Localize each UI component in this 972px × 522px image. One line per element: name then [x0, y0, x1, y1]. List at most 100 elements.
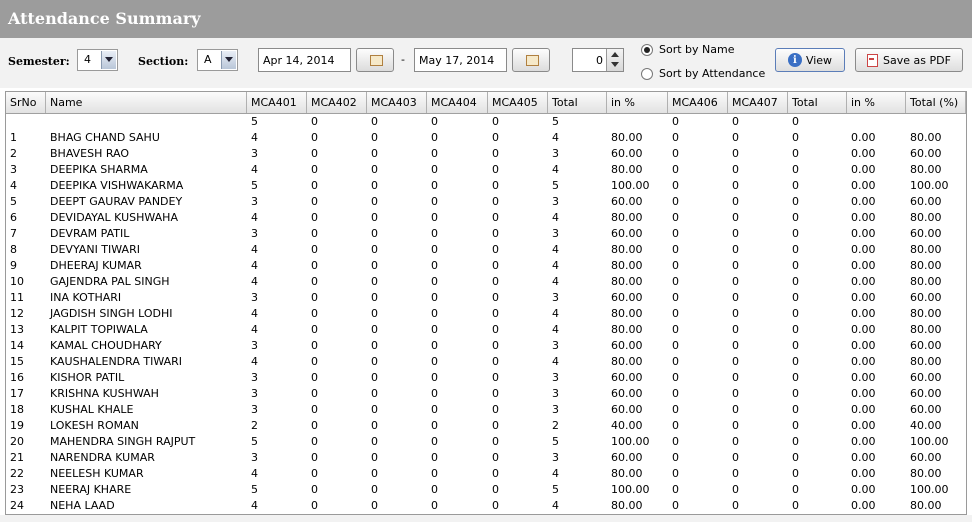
- table-row[interactable]: 22 NEELESH KUMAR 4 0 0 0 0 4 80.00 0 0 0 0.00 80.00: [6, 466, 966, 482]
- table-row[interactable]: 13 KALPIT TOPIWALA 4 0 0 0 0 4 80.00 0 0 0 0.00 80.00: [6, 322, 966, 338]
- table-cell: 0: [492, 147, 499, 160]
- table-row[interactable]: 20 MAHENDRA SINGH RAJPUT 5 0 0 0 0 5 100.00 0 0 0 0.…: [6, 434, 966, 450]
- table-cell: 0: [792, 403, 799, 416]
- table-row[interactable]: 6 DEVIDAYAL KUSHWAHA 4 0 0 0 0 4 80.00 0 0 0 0.00 80.…: [6, 210, 966, 226]
- table-cell: 0: [732, 435, 739, 448]
- table-row[interactable]: 10 GAJENDRA PAL SINGH 4 0 0 0 0 4 80.00 0 0 0 0.00 80…: [6, 274, 966, 290]
- column-header[interactable]: Name: [46, 92, 247, 113]
- table-cell: 0: [431, 403, 438, 416]
- table-cell: 24: [10, 499, 24, 512]
- spinner-buttons[interactable]: [606, 49, 623, 71]
- table-cell: 0: [492, 435, 499, 448]
- column-header[interactable]: MCA401: [247, 92, 307, 113]
- column-header[interactable]: MCA407: [728, 92, 788, 113]
- table-cell: 0: [672, 179, 679, 192]
- table-cell: 3: [251, 195, 258, 208]
- table-cell: 0: [311, 131, 318, 144]
- spinner-down-icon[interactable]: [611, 62, 619, 67]
- table-cell: 4: [552, 499, 559, 512]
- table-row[interactable]: 12 JAGDISH SINGH LODHI 4 0 0 0 0 4 80.00 0 0 0 0.00 8…: [6, 306, 966, 322]
- table-cell: 0: [792, 291, 799, 304]
- table-cell: 3: [552, 227, 559, 240]
- table-row[interactable]: 8 DEVYANI TIWARI 4 0 0 0 0 4 80.00 0 0 0 0.00 80.00: [6, 242, 966, 258]
- column-header[interactable]: SrNo: [6, 92, 46, 113]
- table-cell: 4: [552, 467, 559, 480]
- table-cell: 4: [552, 307, 559, 320]
- table-cell: 0.00: [851, 419, 876, 432]
- table-row[interactable]: 16 KISHOR PATIL 3 0 0 0 0 3 60.00 0 0 0 0.00 60.00: [6, 370, 966, 386]
- table-cell: 4: [552, 323, 559, 336]
- from-date-value: Apr 14, 2014: [263, 54, 335, 67]
- table-cell: 0: [732, 275, 739, 288]
- table-cell: 0: [792, 355, 799, 368]
- column-header[interactable]: MCA405: [488, 92, 548, 113]
- to-date-picker-button[interactable]: [512, 48, 550, 72]
- table-cell: 0: [431, 243, 438, 256]
- table-cell: 0: [792, 499, 799, 512]
- table-cell: INA KOTHARI: [50, 291, 122, 304]
- table-cell: 0: [792, 195, 799, 208]
- column-header[interactable]: MCA406: [668, 92, 728, 113]
- table-row[interactable]: 24 NEHA LAAD 4 0 0 0 0 4 80.00 0 0 0 0.00 80.00: [6, 498, 966, 514]
- view-button[interactable]: i View: [775, 48, 845, 72]
- column-header[interactable]: Total (%): [906, 92, 966, 113]
- threshold-spinner[interactable]: 0: [572, 48, 624, 72]
- sort-by-name-radio[interactable]: Sort by Name: [641, 43, 735, 56]
- section-select[interactable]: A: [197, 49, 238, 71]
- table-row[interactable]: 9 DHEERAJ KUMAR 4 0 0 0 0 4 80.00 0 0 0 0.00 80.00: [6, 258, 966, 274]
- title-bar: Attendance Summary: [0, 0, 972, 38]
- table-row[interactable]: 5 DEEPT GAURAV PANDEY 3 0 0 0 0 3 60.00 0 0 0 0.00 60…: [6, 194, 966, 210]
- table-cell: 60.00: [910, 195, 942, 208]
- table-row[interactable]: 7 DEVRAM PATIL 3 0 0 0 0 3 60.00 0 0 0 0.00 60.00: [6, 226, 966, 242]
- table-cell: 0: [311, 403, 318, 416]
- table-row[interactable]: 11 INA KOTHARI 3 0 0 0 0 3 60.00 0 0 0 0.00 60.00: [6, 290, 966, 306]
- table-row[interactable]: 14 KAMAL CHOUDHARY 3 0 0 0 0 3 60.00 0 0 0 0.00 60.00: [6, 338, 966, 354]
- table-cell: 0: [311, 163, 318, 176]
- table-cell: 80.00: [910, 131, 942, 144]
- column-header[interactable]: MCA403: [367, 92, 427, 113]
- table-row[interactable]: 18 KUSHAL KHALE 3 0 0 0 0 3 60.00 0 0 0 0.00 60.00: [6, 402, 966, 418]
- table-cell: 0: [431, 259, 438, 272]
- attendance-table[interactable]: SrNo Name MCA401 MCA402 MCA403 MCA404 MCA405 To…: [5, 91, 967, 515]
- table-cell: 6: [10, 211, 17, 224]
- table-cell: KISHOR PATIL: [50, 371, 125, 384]
- semester-select[interactable]: 4: [77, 49, 118, 71]
- total-lectures-row[interactable]: 5 0 0 0 0 5 0 0 0: [6, 114, 966, 130]
- table-cell: 0: [732, 227, 739, 240]
- sort-by-attendance-label: Sort by Attendance: [659, 67, 766, 80]
- table-cell: 0: [311, 467, 318, 480]
- column-header[interactable]: Total: [548, 92, 607, 113]
- table-cell: 0: [492, 275, 499, 288]
- table-row[interactable]: 1 BHAG CHAND SAHU 4 0 0 0 0 4 80.00 0 0 0 0.00 80.00: [6, 130, 966, 146]
- table-row[interactable]: 3 DEEPIKA SHARMA 4 0 0 0 0 4 80.00 0 0 0 0.00 80.00: [6, 162, 966, 178]
- table-cell: 0: [371, 163, 378, 176]
- table-cell: 80.00: [611, 211, 643, 224]
- table-cell: 100.00: [910, 483, 949, 496]
- from-date-picker-button[interactable]: [356, 48, 394, 72]
- table-row[interactable]: 19 LOKESH ROMAN 2 0 0 0 0 2 40.00 0 0 0 0.00 40.00: [6, 418, 966, 434]
- table-cell: 0: [492, 371, 499, 384]
- table-cell: 4: [251, 163, 258, 176]
- to-date-field[interactable]: May 17, 2014: [414, 48, 507, 72]
- sort-by-attendance-radio[interactable]: Sort by Attendance: [641, 67, 765, 80]
- table-cell: 0: [311, 323, 318, 336]
- column-header[interactable]: in %: [847, 92, 906, 113]
- from-date-field[interactable]: Apr 14, 2014: [258, 48, 351, 72]
- table-row[interactable]: 23 NEERAJ KHARE 5 0 0 0 0 5 100.00 0 0 0 0.00 100.00: [6, 482, 966, 498]
- table-row[interactable]: 17 KRISHNA KUSHWAH 3 0 0 0 0 3 60.00 0 0 0 0.00 60.00: [6, 386, 966, 402]
- table-row[interactable]: 2 BHAVESH RAO 3 0 0 0 0 3 60.00 0 0 0 0.00 60.00: [6, 146, 966, 162]
- column-header[interactable]: Total: [788, 92, 847, 113]
- column-header[interactable]: in %: [607, 92, 668, 113]
- column-header[interactable]: MCA402: [307, 92, 367, 113]
- table-row[interactable]: 21 NARENDRA KUMAR 3 0 0 0 0 3 60.00 0 0 0 0.00 60.00: [6, 450, 966, 466]
- date-separator: -: [401, 53, 405, 66]
- table-cell: 0: [672, 419, 679, 432]
- table-row[interactable]: 4 DEEPIKA VISHWAKARMA 5 0 0 0 0 5 100.00 0 0 0 0.00 1…: [6, 178, 966, 194]
- table-cell: 0: [672, 467, 679, 480]
- spinner-up-icon[interactable]: [611, 52, 619, 57]
- save-as-pdf-button[interactable]: Save as PDF: [855, 48, 963, 72]
- table-cell: 80.00: [910, 243, 942, 256]
- column-header[interactable]: MCA404: [427, 92, 488, 113]
- table-row[interactable]: 15 KAUSHALENDRA TIWARI 4 0 0 0 0 4 80.00 0 0 0 0.00 8…: [6, 354, 966, 370]
- table-cell: 4: [251, 131, 258, 144]
